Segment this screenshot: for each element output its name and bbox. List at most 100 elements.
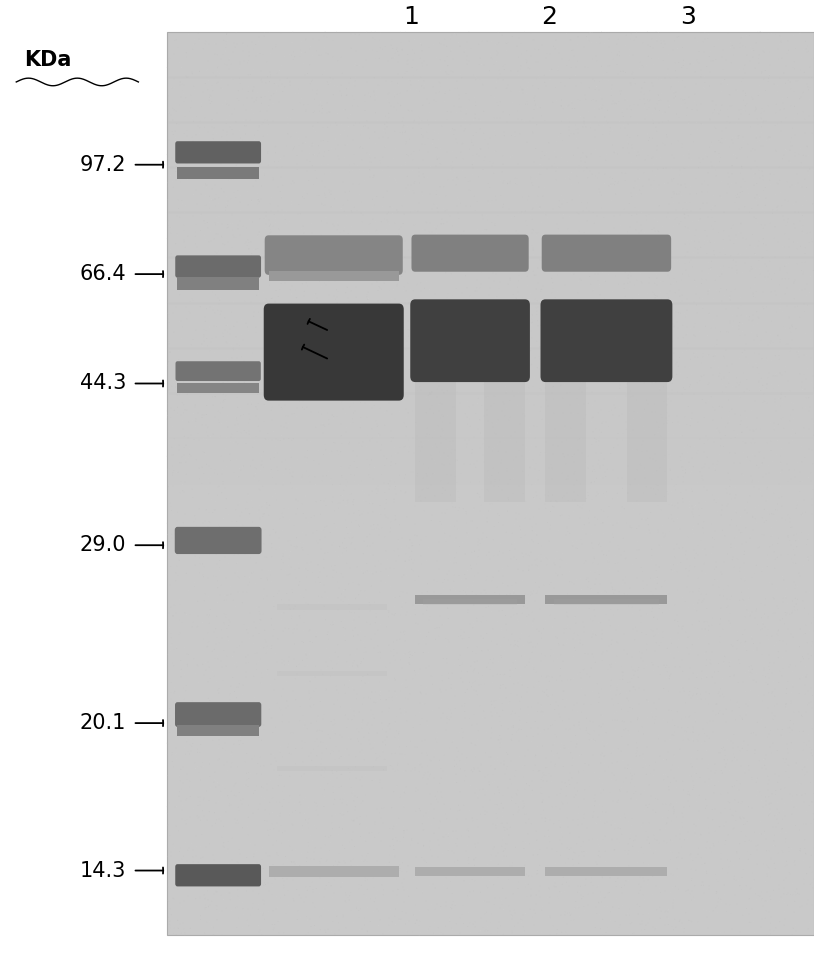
Point: [195, 383, 208, 398]
Point: [424, 842, 437, 857]
Point: [511, 299, 524, 315]
Point: [777, 499, 790, 514]
Point: [745, 286, 758, 301]
Point: [589, 464, 602, 480]
Point: [282, 520, 295, 535]
Point: [623, 405, 636, 420]
Point: [215, 866, 228, 881]
Point: [369, 772, 382, 787]
Point: [397, 391, 410, 407]
Point: [734, 216, 747, 231]
Point: [282, 558, 295, 573]
Point: [320, 741, 333, 757]
Point: [398, 784, 411, 800]
Point: [294, 805, 307, 820]
Point: [730, 266, 743, 281]
Point: [396, 42, 409, 58]
Point: [431, 920, 444, 935]
Point: [762, 772, 775, 787]
Point: [190, 545, 203, 560]
Point: [458, 297, 471, 313]
Point: [689, 712, 702, 727]
Point: [675, 609, 688, 624]
Point: [596, 195, 609, 210]
Point: [208, 192, 221, 207]
Point: [257, 595, 270, 610]
Point: [526, 797, 539, 812]
Point: [689, 409, 702, 425]
Point: [302, 623, 315, 639]
Point: [615, 63, 628, 79]
Point: [536, 339, 549, 355]
Point: [352, 881, 365, 897]
Point: [735, 140, 748, 155]
Point: [773, 260, 786, 275]
Point: [244, 550, 257, 566]
Point: [794, 843, 807, 858]
Point: [493, 544, 506, 559]
Point: [300, 262, 313, 277]
Point: [392, 216, 405, 231]
Point: [278, 497, 291, 512]
Point: [710, 168, 723, 183]
Point: [413, 623, 426, 639]
Point: [771, 601, 784, 617]
Point: [740, 901, 753, 916]
Point: [483, 731, 496, 746]
Point: [281, 185, 294, 200]
Point: [749, 610, 762, 625]
Point: [667, 891, 681, 906]
FancyBboxPatch shape: [277, 604, 387, 610]
Point: [674, 630, 687, 645]
Point: [470, 280, 484, 295]
Point: [640, 479, 653, 494]
Point: [781, 602, 794, 618]
Point: [357, 566, 370, 581]
Point: [265, 878, 278, 894]
Point: [602, 419, 615, 434]
Point: [750, 284, 763, 299]
Point: [427, 423, 440, 438]
Point: [724, 616, 737, 631]
Point: [696, 398, 709, 413]
Point: [435, 36, 448, 52]
Point: [803, 798, 814, 813]
Point: [374, 442, 387, 457]
Point: [710, 495, 723, 510]
Point: [376, 473, 389, 488]
Point: [443, 756, 456, 771]
Point: [547, 297, 560, 313]
Point: [527, 452, 540, 467]
Point: [466, 864, 479, 879]
Point: [511, 486, 524, 502]
Point: [532, 384, 545, 399]
Point: [614, 739, 627, 755]
Point: [720, 814, 733, 830]
Point: [695, 37, 708, 53]
Point: [316, 609, 329, 624]
Point: [295, 850, 309, 865]
Point: [435, 486, 449, 502]
Point: [803, 441, 814, 456]
Point: [482, 829, 495, 844]
Point: [173, 456, 186, 471]
Point: [799, 698, 812, 713]
Point: [628, 180, 641, 196]
Point: [164, 559, 177, 574]
Point: [459, 757, 472, 772]
Point: [547, 691, 560, 707]
Point: [340, 866, 353, 881]
Point: [300, 882, 313, 898]
Point: [788, 417, 801, 433]
Point: [345, 435, 358, 451]
Point: [224, 54, 237, 69]
Point: [346, 622, 359, 638]
Point: [445, 843, 458, 858]
Point: [649, 243, 662, 258]
Point: [170, 799, 183, 814]
Point: [193, 33, 206, 48]
Point: [342, 592, 355, 607]
Point: [440, 767, 453, 783]
Point: [704, 563, 717, 578]
Point: [191, 275, 204, 291]
